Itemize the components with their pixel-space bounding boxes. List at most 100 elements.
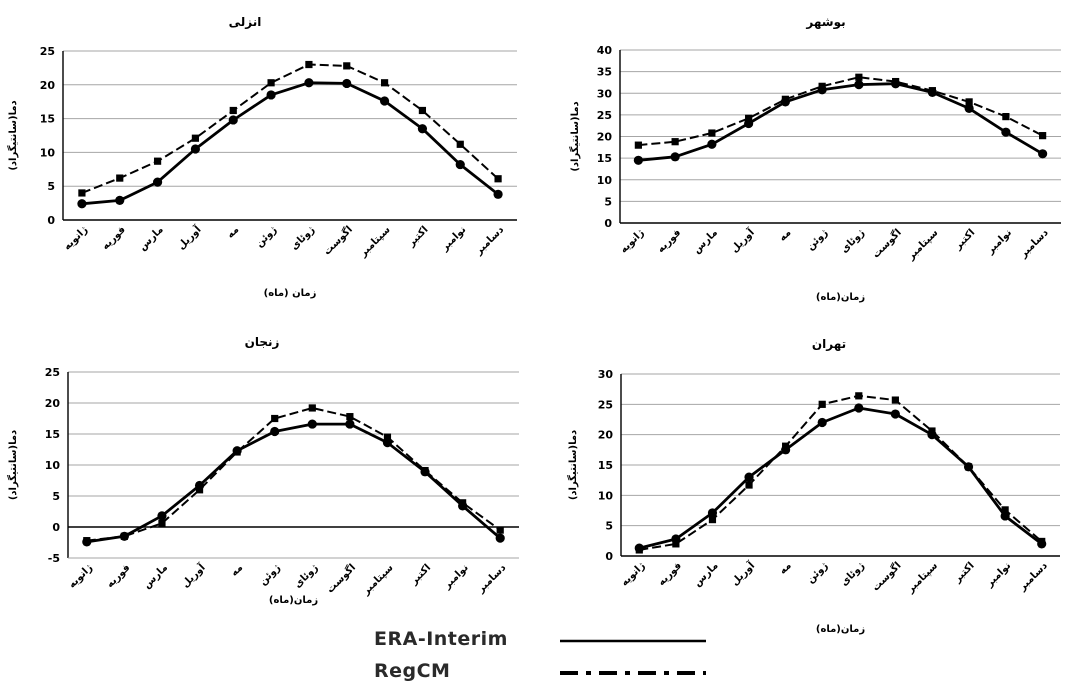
data-point-regcm [855,392,863,400]
data-point-regcm [634,141,642,149]
data-point-era-interim [157,511,167,521]
x-tick-label: آوریل [728,226,757,255]
series-line-regcm [86,407,501,542]
data-point-regcm [708,516,717,524]
y-tick-label: 10 [598,489,614,502]
y-tick-label: 10 [597,174,613,187]
data-point-regcm [83,537,91,545]
data-point-era-interim [707,508,718,518]
x-tick-label: اگوست [869,559,904,594]
x-tick-label: ژوئن [258,562,283,587]
y-tick-label: 15 [598,459,613,472]
data-point-era-interim [266,90,276,100]
data-point-era-interim [304,78,314,88]
data-point-regcm [818,82,826,90]
chart-title: تهران [812,337,846,351]
x-tick-label: دسامبر [473,224,506,257]
chart-title: بوشهر [805,15,845,30]
data-point-regcm [892,77,900,86]
y-tick-label: 5 [605,520,613,533]
data-point-regcm [421,466,429,475]
data-point-regcm [928,427,936,435]
data-point-era-interim [152,177,163,187]
data-point-regcm [158,519,166,527]
data-point-regcm [380,79,389,87]
data-point-regcm [964,463,973,471]
data-point-era-interim [633,155,643,165]
x-tick-label: نوامبر [441,562,471,592]
x-tick-label: فوریه [105,562,133,590]
data-point-regcm [672,540,680,548]
data-point-regcm [343,62,351,70]
x-tick-label: اکتبر [952,227,977,252]
y-tick-label: 40 [597,44,613,57]
data-point-regcm [708,129,716,137]
y-axis-label: دما(سانتیگراد) [6,100,19,170]
x-tick-label: دسامبر [1016,560,1049,593]
data-point-era-interim [854,80,864,90]
chart-panel-2: 0 5 10 15 20 25 30 35 40 ژانویه فوریه مارس آوریل مه ژو… [568,15,1061,303]
y-tick-label: 30 [597,87,613,100]
x-tick-label: اگوست [323,561,358,596]
data-point-regcm [891,396,899,404]
data-point-era-interim [190,144,201,154]
x-tick-label: فوریه [100,224,128,252]
x-tick-label: نوامبر [984,560,1014,590]
y-tick-label: 25 [598,398,613,411]
x-tick-label: مه [229,562,245,578]
x-tick-label: اکتبر [405,224,430,249]
data-point-era-interim [1001,127,1011,137]
x-tick-label: اکتبر [408,562,433,587]
y-tick-label: 5 [47,180,55,193]
data-point-regcm [191,134,200,142]
x-tick-label: سپتامبر [357,224,393,260]
x-tick-label: مه [777,227,793,243]
series-line-era-interim [81,81,499,206]
data-point-regcm [1001,506,1009,514]
data-point-era-interim [455,159,465,170]
x-tick-label: ژوئای [292,562,320,590]
legend-label-era-interim: ERA-Interim [374,628,508,650]
data-point-era-interim [493,189,503,199]
y-axis-label: دما(سانتیگراد) [6,430,19,500]
x-tick-label: ژوئای [289,224,317,252]
y-tick-label: 20 [598,429,614,442]
legend-item-regcm: RegCM [374,660,734,686]
data-point-regcm [383,433,392,441]
y-axis-label: دما(سانتیگراد) [566,430,579,500]
legend: ERA-Interim RegCM [374,628,734,686]
y-tick-label: 25 [597,109,612,122]
data-point-era-interim [342,78,352,89]
x-tick-label: مه [777,560,793,576]
data-point-regcm [745,114,753,122]
data-point-regcm [346,413,354,421]
data-point-era-interim [345,419,355,429]
data-point-regcm [671,138,679,146]
data-point-era-interim [1000,511,1010,521]
x-tick-label: مارس [141,562,170,591]
data-point-era-interim [379,96,390,106]
data-point-regcm [928,87,936,95]
x-tick-label: مارس [691,227,720,256]
y-tick-label: 15 [597,152,612,165]
data-point-regcm [459,499,467,507]
x-axis-label: زمان(ماه) [816,624,865,635]
x-tick-label: ژانویه [67,562,95,590]
data-point-regcm [78,189,86,197]
x-tick-label: سپتامبر [905,560,941,596]
chart-panel-1: 0 5 10 15 20 25 ژانویه فوریه مارس آوریل مه ژوئن ژوئا… [6,15,517,299]
x-axis-label: زمان(ماه) [269,595,318,606]
y-tick-label: 35 [597,66,612,79]
data-point-regcm [233,448,241,456]
chart-title: انزلی [229,15,262,29]
x-tick-label: ژانویه [618,227,646,255]
series-line-regcm [638,76,1044,147]
data-point-era-interim [228,115,238,125]
data-point-regcm [496,526,504,534]
data-point-regcm [267,79,275,87]
chart-panel-3: -5 0 5 10 15 20 25 ژانویه فوریه مارس آوریل مه ژوئن ژو… [6,335,519,606]
y-tick-label: 20 [45,397,61,410]
data-point-era-interim [744,472,754,482]
x-tick-label: ژوئن [254,224,279,249]
y-axis-label: دما(سانتیگراد) [568,101,581,171]
